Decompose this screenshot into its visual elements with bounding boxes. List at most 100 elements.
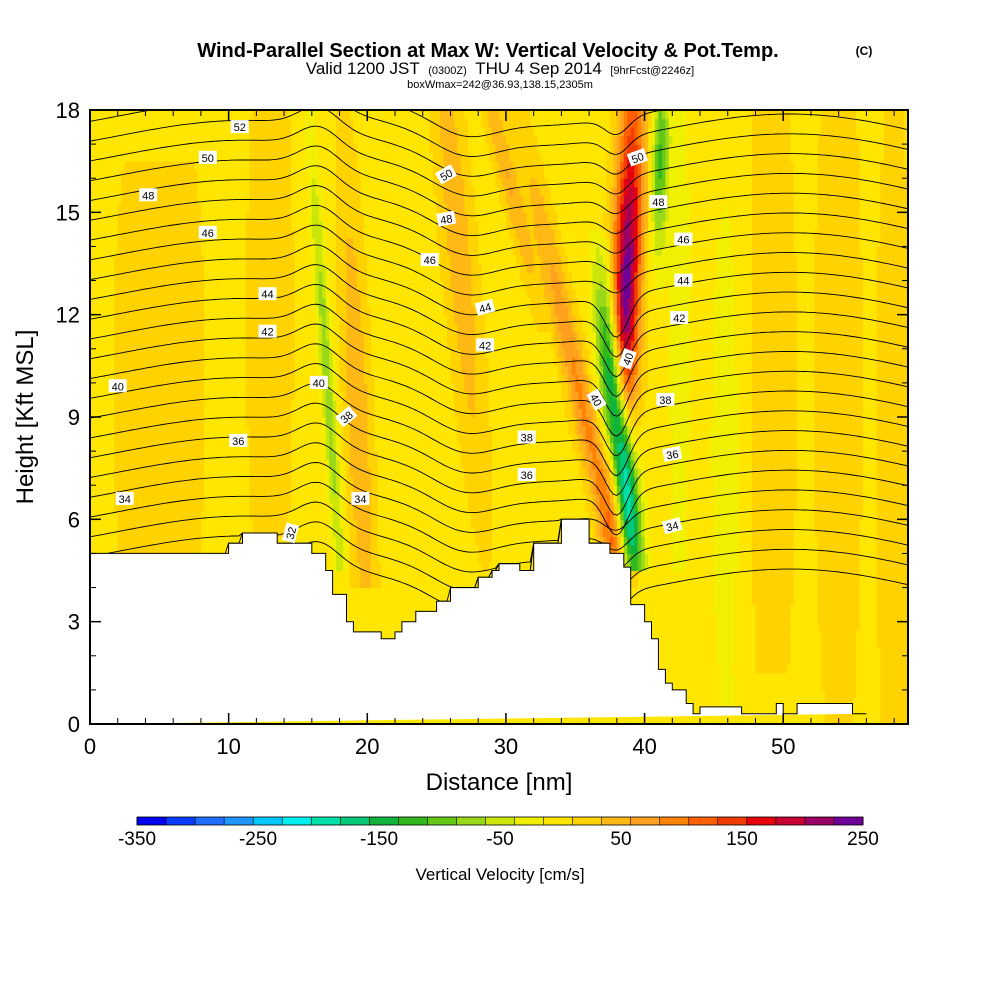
- velocity-cell: [169, 536, 174, 546]
- velocity-cell: [187, 348, 192, 358]
- velocity-cell: [266, 178, 271, 188]
- velocity-cell: [176, 442, 181, 452]
- velocity-cell: [308, 527, 313, 537]
- velocity-cell: [200, 186, 205, 196]
- velocity-cell: [245, 297, 251, 307]
- velocity-cell: [325, 152, 330, 162]
- velocity-cell: [266, 382, 271, 393]
- velocity-cell: [280, 485, 285, 495]
- velocity-cell: [121, 417, 126, 427]
- velocity-cell: [235, 331, 240, 341]
- velocity-cell: [242, 519, 247, 529]
- velocity-cell: [304, 340, 309, 350]
- velocity-cell: [315, 340, 320, 350]
- velocity-cell: [318, 536, 323, 546]
- velocity-cell: [232, 365, 237, 375]
- velocity-cell: [263, 186, 268, 196]
- velocity-cell: [242, 110, 247, 120]
- velocity-cell: [221, 263, 226, 273]
- velocity-cell: [103, 144, 108, 154]
- velocity-cell: [96, 468, 101, 478]
- velocity-cell: [193, 289, 199, 299]
- velocity-cell: [114, 246, 119, 256]
- velocity-cell: [110, 374, 115, 384]
- velocity-cell: [200, 510, 205, 520]
- velocity-cell: [239, 391, 244, 401]
- velocity-cell: [315, 306, 320, 316]
- velocity-cell: [169, 365, 174, 375]
- velocity-cell: [301, 135, 306, 145]
- velocity-cell: [193, 306, 199, 316]
- velocity-cell: [218, 280, 223, 290]
- velocity-cell: [232, 178, 237, 188]
- velocity-cell: [152, 118, 157, 128]
- velocity-cell: [273, 374, 278, 384]
- velocity-cell: [211, 237, 216, 248]
- velocity-cell: [214, 493, 219, 503]
- velocity-cell: [204, 357, 209, 367]
- velocity-cell: [128, 110, 133, 120]
- velocity-cell: [128, 212, 133, 222]
- velocity-cell: [284, 451, 289, 461]
- velocity-cell: [211, 246, 216, 256]
- velocity-cell: [124, 272, 129, 282]
- velocity-cell: [239, 272, 244, 282]
- velocity-cell: [249, 186, 254, 196]
- velocity-cell: [218, 399, 223, 410]
- velocity-cell: [325, 195, 330, 205]
- velocity-cell: [287, 476, 292, 486]
- velocity-cell: [294, 502, 299, 512]
- velocity-cell: [131, 348, 136, 358]
- velocity-cell: [325, 331, 330, 341]
- velocity-cell: [225, 476, 230, 486]
- velocity-cell: [228, 510, 233, 520]
- velocity-cell: [148, 144, 153, 154]
- velocity-cell: [103, 459, 108, 469]
- velocity-cell: [315, 493, 320, 503]
- velocity-cell: [169, 152, 174, 162]
- velocity-cell: [110, 519, 115, 529]
- velocity-cell: [180, 237, 185, 248]
- velocity-cell: [110, 289, 115, 299]
- velocity-cell: [173, 331, 178, 341]
- velocity-cell: [277, 493, 282, 503]
- velocity-cell: [311, 451, 316, 461]
- velocity-cell: [114, 434, 119, 444]
- velocity-cell: [176, 203, 181, 213]
- velocity-cell: [318, 510, 323, 520]
- velocity-cell: [204, 144, 209, 154]
- velocity-cell: [259, 365, 264, 375]
- velocity-cell: [270, 408, 275, 418]
- velocity-cell: [228, 127, 233, 137]
- velocity-cell: [291, 152, 296, 162]
- velocity-cell: [214, 382, 219, 393]
- velocity-cell: [180, 229, 185, 239]
- velocity-cell: [135, 263, 140, 273]
- velocity-cell: [96, 502, 101, 512]
- velocity-cell: [124, 246, 129, 256]
- velocity-cell: [193, 135, 199, 145]
- velocity-cell: [308, 468, 313, 478]
- velocity-cell: [166, 314, 171, 324]
- velocity-cell: [304, 272, 309, 282]
- velocity-cell: [159, 357, 164, 367]
- velocity-cell: [291, 391, 296, 401]
- velocity-cell: [155, 434, 160, 444]
- velocity-cell: [197, 502, 202, 512]
- velocity-cell: [291, 331, 296, 341]
- velocity-cell: [301, 348, 306, 358]
- velocity-cell: [176, 306, 181, 316]
- velocity-cell: [304, 229, 309, 239]
- velocity-cell: [239, 519, 244, 529]
- velocity-cell: [187, 442, 192, 452]
- velocity-cell: [96, 289, 101, 299]
- velocity-cell: [232, 502, 237, 512]
- velocity-cell: [100, 169, 105, 179]
- velocity-cell: [284, 263, 289, 273]
- velocity-cell: [138, 408, 143, 418]
- velocity-cell: [190, 476, 195, 486]
- velocity-cell: [114, 527, 119, 537]
- velocity-cell: [221, 340, 226, 350]
- velocity-cell: [280, 502, 285, 512]
- velocity-cell: [166, 297, 171, 307]
